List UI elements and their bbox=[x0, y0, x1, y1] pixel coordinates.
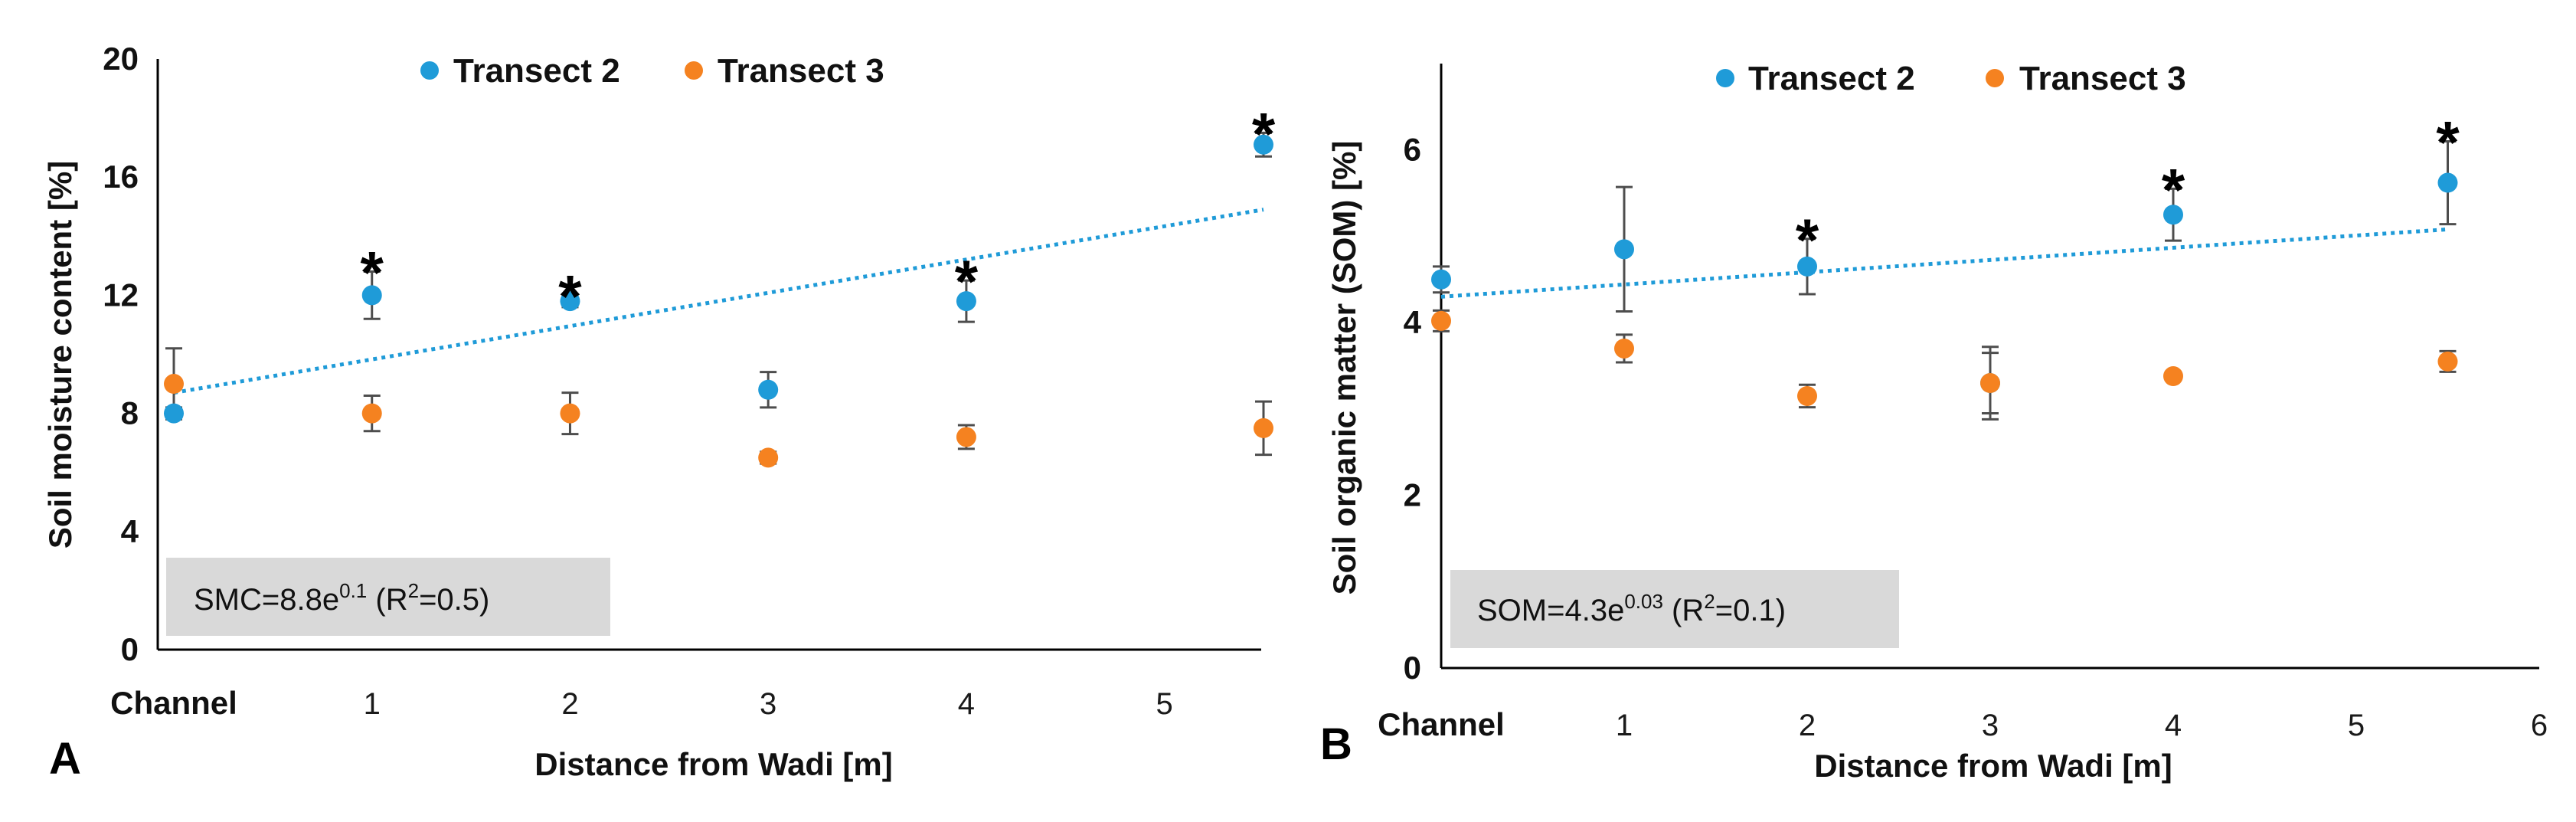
legend-marker-transect-2-b bbox=[1716, 69, 1734, 87]
transect-3-point-a bbox=[1254, 418, 1273, 438]
transect-2-point-b bbox=[1614, 239, 1634, 260]
transect-2-point-a bbox=[560, 291, 580, 312]
transect-3-point-b bbox=[1980, 373, 2000, 394]
y-tick-label-b: 2 bbox=[1404, 477, 1421, 513]
x-tick-label-a: 4 bbox=[958, 687, 975, 721]
y-tick-label-a: 0 bbox=[121, 631, 139, 667]
transect-3-point-a bbox=[956, 427, 976, 447]
legend-label-transect-3: Transect 3 bbox=[718, 52, 884, 90]
x-tick-label-b: 5 bbox=[2348, 709, 2365, 742]
equation-text-a: SMC=8.8e0.1 (R2=0.5) bbox=[194, 579, 489, 617]
y-tick-label-b: 4 bbox=[1404, 304, 1422, 340]
x-axis-title-a: Distance from Wadi [m] bbox=[534, 746, 893, 782]
legend-marker-transect-2 bbox=[420, 61, 439, 80]
legend-label-transect-2: Transect 2 bbox=[453, 52, 620, 90]
transect-3-point-b bbox=[2437, 351, 2458, 372]
transect-3-point-b bbox=[2163, 366, 2183, 387]
trendline-b bbox=[1440, 227, 2448, 299]
y-tick-label-b: 6 bbox=[1404, 132, 1421, 168]
transect-2-point-b bbox=[1797, 256, 1817, 277]
x-tick-labels-b: Channel 1 2 3 4 5 6 bbox=[1378, 706, 2548, 742]
y-tick-label-a: 4 bbox=[121, 513, 139, 549]
trendline-a bbox=[173, 208, 1264, 395]
panel-a: SMC=8.8e0.1 (R2=0.5) Transect 2 Transect… bbox=[42, 41, 1276, 784]
y-axis-title-b: Soil organic matter (SOM) [%] bbox=[1326, 141, 1362, 595]
transect-2-point-a bbox=[164, 403, 184, 424]
significance-marker-a: * bbox=[1252, 100, 1276, 167]
transect-3-point-a bbox=[560, 403, 580, 424]
y-axis-title-a: Soil moisture content [%] bbox=[42, 161, 78, 549]
legend-b: Transect 2 Transect 3 bbox=[1716, 60, 2186, 97]
significance-marker-b: * bbox=[2162, 156, 2185, 223]
significance-marker-b: * bbox=[1796, 206, 1819, 273]
significance-marker-a: * bbox=[955, 247, 979, 315]
transect-3-point-a bbox=[758, 447, 779, 468]
x-tick-label-a: 3 bbox=[760, 687, 776, 721]
legend-label-transect-2-b: Transect 2 bbox=[1748, 60, 1915, 97]
legend-a: Transect 2 Transect 3 bbox=[420, 52, 884, 90]
x-tick-label-a: Channel bbox=[110, 685, 237, 721]
panel-b: SOM=4.3e0.03 (R2=0.1) Transect 2 Transec… bbox=[1320, 60, 2548, 784]
transect-2-point-b bbox=[2437, 172, 2458, 193]
x-tick-label-b: 6 bbox=[2531, 709, 2548, 742]
legend-marker-transect-3-b bbox=[1986, 69, 2004, 87]
transect-3-point-b bbox=[1614, 338, 1634, 359]
y-tick-label-a: 16 bbox=[103, 159, 139, 195]
x-tick-label-a: 2 bbox=[561, 687, 578, 721]
transect-2-point-a bbox=[956, 291, 976, 312]
data-marks-a: * * * * bbox=[164, 100, 1276, 468]
x-tick-label-b: Channel bbox=[1378, 706, 1505, 742]
x-tick-label-b: 4 bbox=[2165, 709, 2182, 742]
y-tick-label-a: 12 bbox=[103, 277, 139, 313]
equation-box-b bbox=[1450, 570, 1899, 648]
x-tick-label-b: 3 bbox=[1982, 709, 1999, 742]
panel-label-a: A bbox=[49, 734, 81, 784]
transect-2-point-a bbox=[361, 285, 382, 306]
transect-3-point-a bbox=[164, 374, 184, 395]
y-tick-label-b: 0 bbox=[1404, 650, 1421, 686]
transect-2-point-b bbox=[2163, 205, 2183, 225]
x-tick-label-b: 1 bbox=[1616, 709, 1633, 742]
equation-box-a bbox=[166, 558, 610, 636]
transect-3-point-a bbox=[361, 403, 382, 424]
significance-marker-a: * bbox=[558, 262, 582, 329]
x-tick-label-b: 2 bbox=[1799, 709, 1816, 742]
legend-label-transect-3-b: Transect 3 bbox=[2019, 60, 2186, 97]
transect-2-point-a bbox=[1254, 134, 1273, 155]
panel-label-b: B bbox=[1320, 719, 1352, 769]
x-tick-labels-a: Channel 1 2 3 4 5 bbox=[110, 685, 1173, 721]
transect-2-point-b bbox=[1431, 269, 1451, 290]
x-axis-title-b: Distance from Wadi [m] bbox=[1814, 748, 2172, 784]
significance-marker-b: * bbox=[2436, 108, 2460, 175]
y-tick-label-a: 8 bbox=[121, 395, 139, 431]
transect-2-point-a bbox=[758, 379, 779, 400]
significance-marker-a: * bbox=[361, 239, 384, 306]
data-marks-b: * * * bbox=[1431, 108, 2460, 421]
legend-marker-transect-3 bbox=[685, 61, 703, 80]
x-tick-label-a: 1 bbox=[364, 687, 381, 721]
equation-text-b: SOM=4.3e0.03 (R2=0.1) bbox=[1477, 590, 1786, 627]
x-tick-label-a: 5 bbox=[1156, 687, 1173, 721]
y-tick-label-a: 20 bbox=[103, 41, 139, 77]
transect-3-point-b bbox=[1431, 310, 1451, 331]
y-tick-labels-a: 0 4 8 12 16 20 bbox=[103, 41, 139, 667]
transect-3-point-b bbox=[1797, 385, 1817, 406]
y-tick-labels-b: 0 2 4 6 bbox=[1404, 132, 1422, 686]
